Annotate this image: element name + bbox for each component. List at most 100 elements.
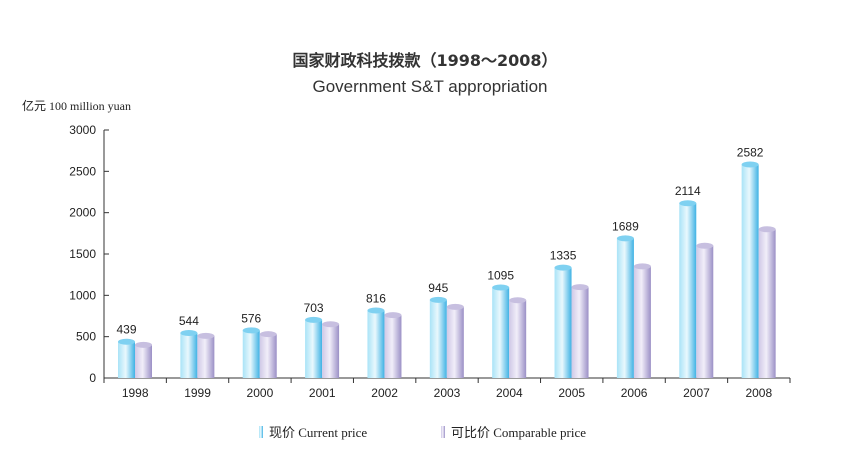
bar-current-price-body [616, 238, 634, 378]
bar-comparable-price-body [696, 245, 714, 378]
data-label-current-price: 703 [304, 301, 324, 315]
bar-comparable-price-cap [509, 297, 527, 304]
x-axis: 1998 1999 2000 2001 2002 2003 2004 2005 2006 2007… [103, 377, 791, 400]
legend-label-current-price: 现价 Current price [269, 425, 367, 440]
chart-subtitle: Government S&T appropriation [313, 77, 548, 96]
bar-comparable-price-body [322, 324, 340, 378]
bar-comparable-price [696, 242, 714, 378]
bar-comparable-price-body [633, 266, 651, 378]
bar-comparable-price-cap [259, 331, 277, 338]
bar-current-price-body [554, 267, 572, 378]
bar-comparable-price-cap [135, 341, 152, 348]
bar-comparable-price [509, 297, 527, 378]
x-tick-label: 2005 [558, 386, 585, 400]
bar-current-price [367, 307, 385, 378]
x-tick-label: 2004 [496, 386, 523, 400]
bar-comparable-price-cap [758, 226, 776, 233]
bar-comparable-price-body [135, 344, 152, 378]
bar-current-price [242, 327, 260, 378]
bar-comparable-price [446, 303, 464, 378]
bar-comparable-price-body [509, 300, 527, 378]
legend-swatch-comparable-price [441, 426, 445, 438]
bar-comparable-price [571, 284, 589, 378]
bar-current-price-cap [429, 296, 447, 303]
bar-comparable-price [197, 332, 215, 378]
bar-current-price-cap [679, 200, 697, 207]
legend-label-comparable-price: 可比价 Comparable price [451, 425, 586, 440]
bar-current-price-body [679, 203, 697, 378]
bar-current-price [492, 284, 510, 378]
data-label-current-price: 2582 [737, 146, 764, 160]
bar-current-price-body [305, 319, 323, 378]
data-label-current-price: 945 [428, 281, 448, 295]
x-tick-label: 2002 [371, 386, 398, 400]
bar-comparable-price-body [571, 287, 589, 378]
y-tick-label: 2000 [69, 206, 96, 220]
bar-comparable-price-body [758, 229, 776, 378]
bar-comparable-price [384, 312, 402, 378]
bar-comparable-price-cap [446, 303, 464, 310]
bar-current-price-cap [305, 316, 323, 323]
bar-current-price-cap [367, 307, 385, 314]
data-label-current-price: 576 [241, 311, 261, 325]
data-label-current-price: 2114 [675, 184, 701, 198]
bar-current-price-body [367, 310, 385, 378]
legend: 现价 Current price 可比价 Comparable price [259, 425, 586, 440]
bar-current-price-body [242, 330, 260, 378]
bar-current-price-cap [616, 235, 634, 242]
x-tick-label: 2003 [434, 386, 461, 400]
y-tick-label: 1500 [69, 247, 96, 261]
bar-comparable-price [633, 263, 651, 378]
x-tick-label: 2001 [309, 386, 336, 400]
bar-current-price-cap [180, 330, 198, 337]
bar-comparable-price-body [384, 315, 402, 378]
bar-current-price-cap [242, 327, 260, 334]
legend-item-current-price: 现价 Current price [259, 425, 367, 440]
bar-current-price [180, 330, 198, 378]
y-tick-label: 3000 [69, 123, 96, 137]
x-tick-label: 2007 [683, 386, 710, 400]
bar-comparable-price-cap [322, 321, 340, 328]
bar-comparable-price [758, 226, 776, 378]
bar-current-price-body [429, 299, 447, 378]
bar-current-price [429, 296, 447, 378]
bar-comparable-price-cap [696, 242, 714, 249]
y-axis-label: 亿元 100 million yuan [22, 98, 131, 113]
bar-current-price-cap [118, 338, 135, 345]
x-tick-label: 2000 [247, 386, 274, 400]
y-tick-label: 500 [76, 330, 96, 344]
x-tick-label: 2008 [745, 386, 772, 400]
bar-comparable-price-body [197, 335, 215, 378]
bar-comparable-price-cap [633, 263, 651, 270]
y-axis: 0 500 1000 1500 2000 2500 3000 [69, 123, 109, 385]
y-tick-label: 0 [89, 371, 96, 385]
x-tick-label: 1998 [122, 386, 149, 400]
bar-current-price-cap [741, 161, 759, 168]
data-label-current-price: 816 [366, 292, 386, 306]
x-tick-label: 1999 [184, 386, 211, 400]
bar-current-price-cap [554, 264, 572, 271]
chart-title: 国家财政科技拨款（1998～2008） [292, 51, 557, 70]
bar-current-price-body [741, 164, 759, 378]
x-tick-label: 2006 [621, 386, 648, 400]
y-tick-label: 1000 [69, 288, 96, 302]
bar-comparable-price-body [259, 334, 277, 378]
bar-current-price [305, 316, 323, 378]
bar-current-price-body [492, 287, 510, 378]
bar-comparable-price [135, 341, 152, 378]
data-labels: 439 544 576 703 816 945 1095 1335 1689 2114 2582 [116, 146, 763, 337]
bar-current-price [741, 161, 759, 378]
y-tick-label: 2500 [69, 164, 96, 178]
bar-comparable-price [259, 331, 277, 378]
bar-current-price-body [118, 341, 135, 378]
data-label-current-price: 439 [116, 323, 136, 337]
bar-current-price [118, 338, 135, 378]
bar-current-price [616, 235, 634, 378]
bar-comparable-price-cap [384, 312, 402, 319]
legend-item-comparable-price: 可比价 Comparable price [441, 425, 586, 440]
data-label-current-price: 544 [179, 314, 199, 328]
data-label-current-price: 1689 [612, 219, 639, 233]
legend-swatch-current-price [259, 426, 263, 438]
bar-current-price-cap [492, 284, 510, 291]
